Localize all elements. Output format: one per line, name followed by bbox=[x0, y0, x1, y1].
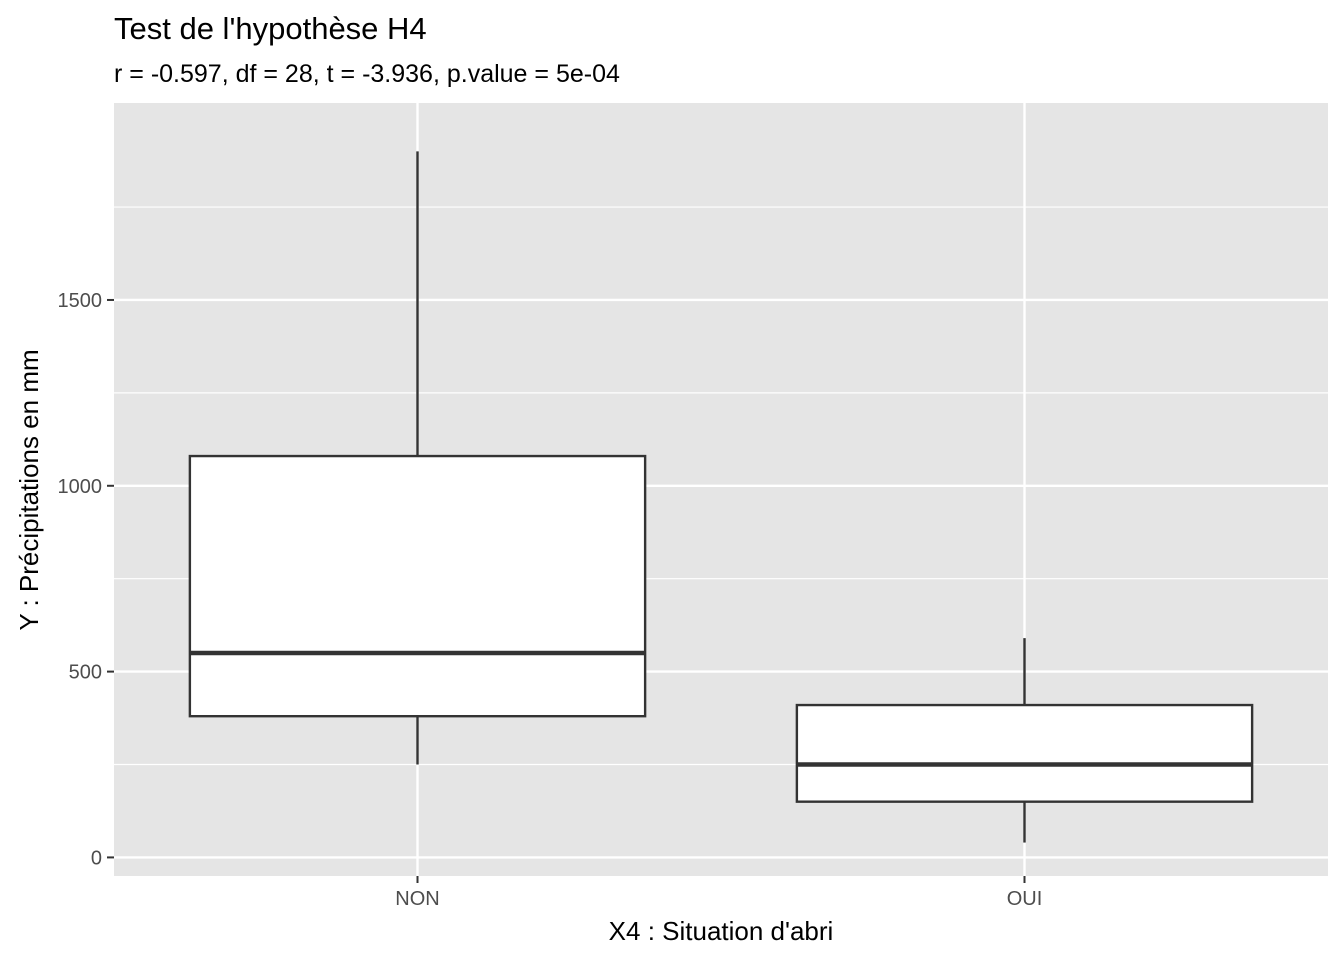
axes: 0 500 1000 1500 NON OUI bbox=[58, 290, 1043, 910]
iqr-box bbox=[795, 703, 1254, 803]
x-axis-title: X4 : Situation d'abri bbox=[609, 916, 834, 946]
y-tick-label: 1500 bbox=[58, 290, 103, 312]
boxes bbox=[188, 151, 1254, 843]
y-tick-label: 500 bbox=[69, 662, 102, 684]
iqr-box bbox=[188, 454, 647, 718]
chart-title: Test de l'hypothèse H4 bbox=[114, 11, 427, 46]
box-non bbox=[188, 151, 647, 765]
x-tick-label: NON bbox=[395, 888, 439, 910]
y-tick-label: 1000 bbox=[58, 476, 103, 498]
y-axis-title: Y : Précipitations en mm bbox=[14, 349, 44, 630]
box-oui bbox=[795, 638, 1254, 843]
chart-subtitle: r = -0.597, df = 28, t = -3.936, p.value… bbox=[114, 60, 620, 88]
x-tick-label: OUI bbox=[1007, 888, 1043, 910]
y-tick-label: 0 bbox=[91, 847, 102, 869]
